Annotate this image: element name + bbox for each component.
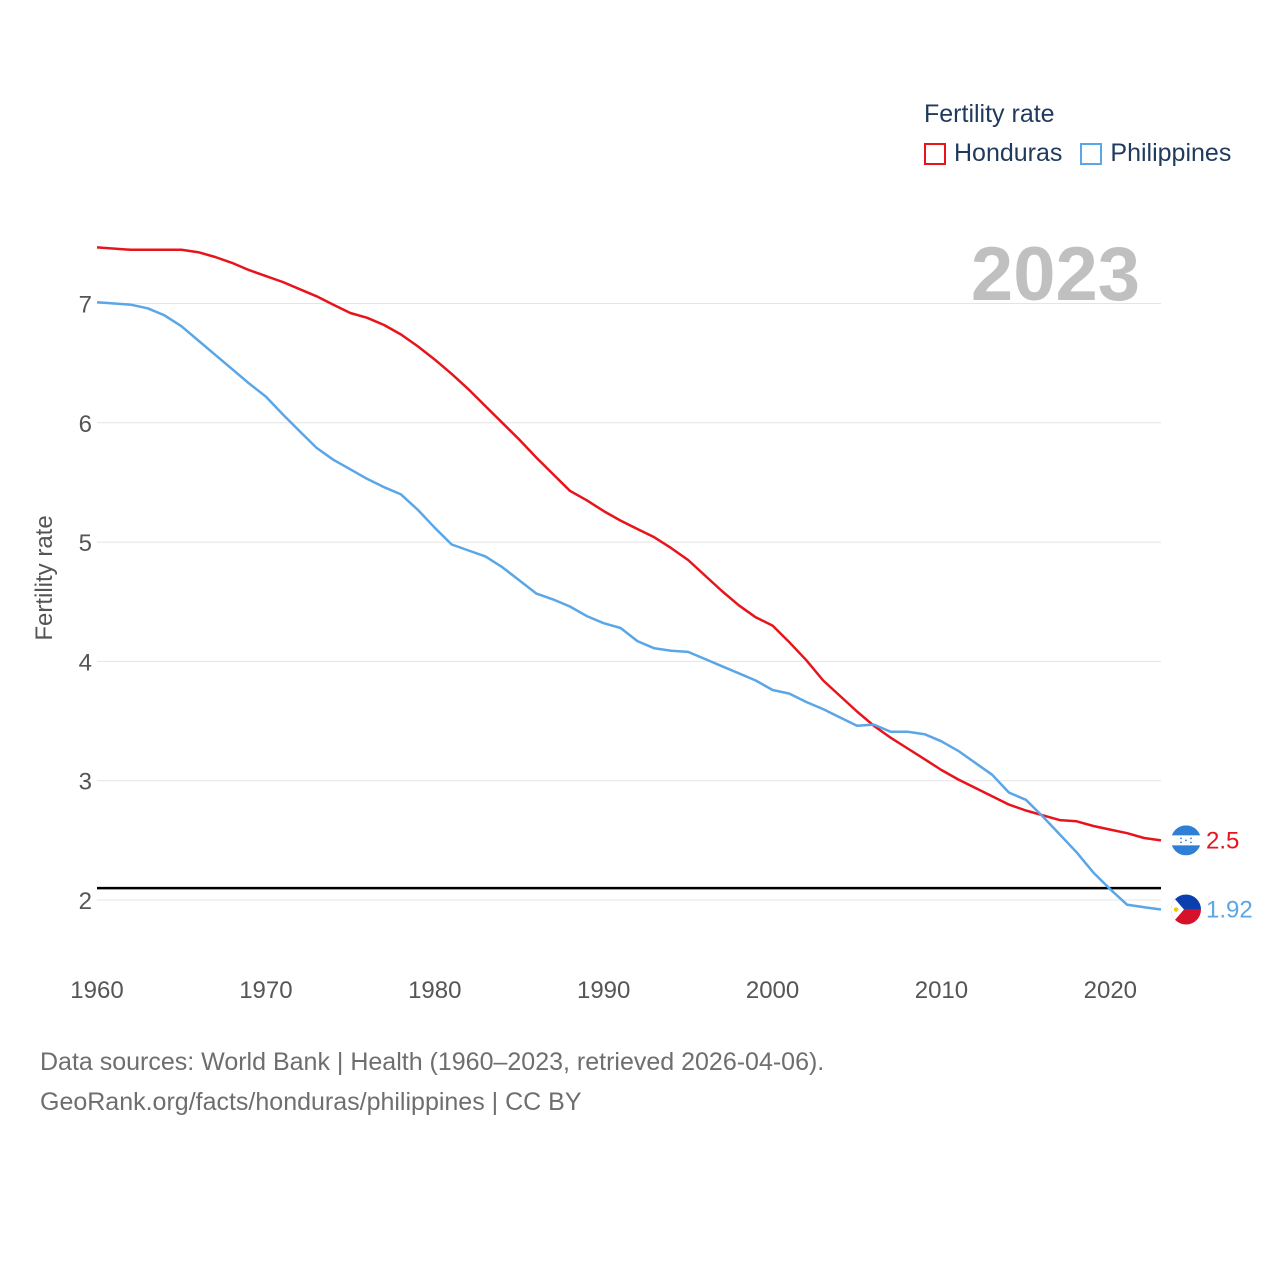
y-tick-label: 7: [79, 292, 92, 319]
y-axis-ticks: 2 3 4 5 6 7: [79, 292, 92, 916]
fertility-line-chart: 1960 1970 1980 1990 2000 2010 2020 2 3 4 5 6 7 2.5 1…: [31, 232, 1253, 1004]
legend-label-philippines: Philippines: [1110, 139, 1232, 167]
legend-item-philippines[interactable]: Philippines: [1080, 139, 1231, 168]
series-end-markers: 2.5 1.92: [1171, 825, 1253, 925]
footer-link[interactable]: GeoRank.org/facts/honduras/philippines |…: [40, 1088, 582, 1116]
philippines-flag-icon: [1171, 894, 1201, 925]
legend-label-honduras: Honduras: [954, 139, 1063, 167]
x-tick-label: 1990: [577, 977, 630, 1004]
x-tick-label: 1980: [408, 977, 461, 1004]
series-line-honduras[interactable]: [96, 246, 1162, 842]
x-tick-label: 2020: [1084, 977, 1137, 1004]
x-tick-label: 1960: [70, 977, 123, 1004]
x-tick-label: 2010: [915, 977, 968, 1004]
y-axis-label: Fertility rate: [31, 515, 58, 640]
footer: Data sources: World Bank | Health (1960–…: [40, 1042, 824, 1122]
end-value-honduras: 2.5: [1206, 827, 1239, 854]
series-line-philippines[interactable]: [96, 301, 1162, 911]
legend-title: Fertility rate: [924, 100, 1055, 128]
legend-items: Honduras Philippines: [924, 139, 1231, 168]
y-tick-label: 4: [79, 649, 92, 676]
honduras-flag-icon: [1171, 825, 1201, 856]
year-watermark: 2023: [971, 232, 1140, 317]
x-axis-ticks: 1960 1970 1980 1990 2000 2010 2020: [70, 977, 1137, 1004]
x-tick-label: 1970: [239, 977, 292, 1004]
end-value-philippines: 1.92: [1206, 897, 1253, 924]
y-tick-label: 2: [79, 888, 92, 915]
legend-swatch-philippines: [1080, 142, 1103, 165]
legend-swatch-honduras: [924, 142, 946, 165]
footer-sources: Data sources: World Bank | Health (1960–…: [40, 1048, 825, 1076]
series-lines: [96, 246, 1162, 911]
y-tick-label: 5: [79, 530, 92, 557]
legend-item-honduras[interactable]: Honduras: [924, 139, 1062, 168]
x-tick-label: 2000: [746, 977, 799, 1004]
legend: Fertility rate Honduras Philippines: [924, 100, 1231, 168]
y-tick-label: 3: [79, 769, 92, 796]
y-tick-label: 6: [79, 411, 92, 438]
grid: [97, 303, 1161, 901]
